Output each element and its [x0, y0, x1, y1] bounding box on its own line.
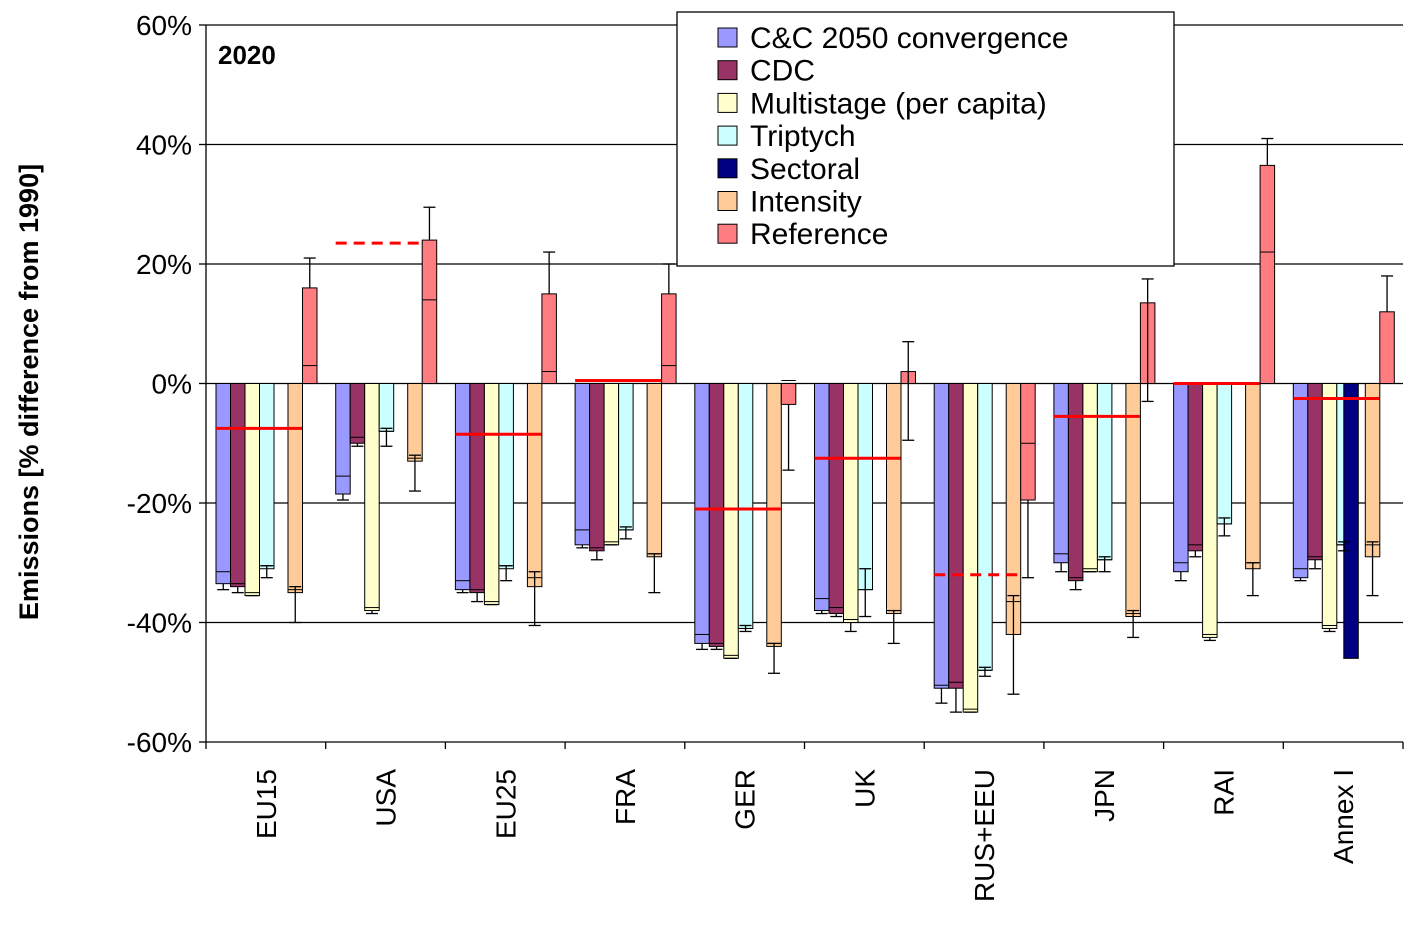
bar	[814, 383, 830, 612]
bar	[1259, 164, 1276, 384]
legend-swatch	[717, 60, 738, 81]
x-tick-label: EU15	[251, 769, 282, 839]
legend-swatch	[717, 223, 738, 244]
bar	[1125, 383, 1141, 618]
bar	[723, 383, 739, 659]
bar	[364, 383, 380, 612]
y-tick-label: -40%	[127, 608, 192, 639]
legend-label: Triptych	[750, 120, 856, 153]
bar	[780, 383, 797, 405]
bar	[1082, 383, 1098, 573]
bar	[287, 383, 303, 594]
bar	[244, 383, 260, 597]
legend-label: C&C 2050 convergence	[750, 22, 1069, 55]
x-tick-label: RUS+EEU	[969, 769, 1000, 902]
legend-swatch	[717, 158, 738, 179]
bar	[737, 383, 754, 629]
axes: -60% -40% -20% 0% 20% 40% 60% EU15 USA EU25 FRA GER…	[127, 10, 1404, 902]
bar	[230, 383, 246, 588]
legend-swatch	[717, 92, 738, 113]
bar	[526, 383, 543, 588]
bar	[708, 383, 725, 647]
bar	[1067, 383, 1084, 582]
bar	[1053, 383, 1069, 564]
bar	[498, 383, 514, 570]
y-tick-label: -60%	[127, 727, 192, 758]
bar	[646, 383, 663, 558]
bar	[843, 383, 859, 623]
bar	[1379, 311, 1395, 384]
bar	[1343, 383, 1359, 659]
bar	[977, 383, 993, 671]
bar	[1292, 383, 1309, 579]
x-tick-label: USA	[371, 769, 402, 827]
legend-label: Sectoral	[750, 153, 860, 186]
bar	[694, 383, 710, 644]
legend-label: Intensity	[750, 186, 862, 219]
bar	[378, 383, 395, 432]
y-tick-label: 20%	[136, 249, 192, 280]
x-tick-label: FRA	[610, 769, 641, 825]
bar	[541, 293, 557, 384]
legend-label: CDC	[750, 55, 815, 88]
bar	[886, 383, 902, 615]
bar	[1307, 383, 1323, 561]
bar	[335, 383, 351, 495]
bar	[574, 383, 591, 546]
legend-label: Multistage (per capita)	[750, 87, 1047, 120]
x-tick-label: GER	[730, 769, 761, 830]
panel-label: 2020	[218, 40, 276, 70]
bar	[259, 383, 275, 570]
bar	[933, 383, 950, 689]
x-tick-label: JPN	[1089, 769, 1120, 822]
bar	[454, 383, 471, 591]
legend-swatch	[717, 191, 738, 211]
bar	[1364, 383, 1381, 558]
bar	[1020, 383, 1036, 501]
x-tick-label: EU25	[490, 769, 521, 839]
bar	[1216, 383, 1233, 525]
bar	[1321, 383, 1338, 629]
bar	[618, 383, 634, 531]
bar	[589, 383, 605, 552]
bar	[1187, 383, 1204, 552]
legend-swatch	[717, 125, 738, 146]
bar	[603, 383, 620, 546]
bar	[1173, 383, 1189, 573]
target-lines	[216, 241, 1380, 577]
y-tick-label: 60%	[136, 10, 192, 41]
y-tick-label: 0%	[152, 369, 192, 400]
bar	[407, 383, 423, 462]
legend-swatch	[717, 27, 738, 48]
bar	[302, 287, 318, 384]
error-bars	[217, 137, 1394, 713]
legend-label: Reference	[750, 218, 888, 251]
bar	[661, 293, 677, 384]
bar	[1096, 383, 1113, 561]
x-tick-label: RAI	[1208, 769, 1239, 816]
legend-box	[676, 11, 1175, 267]
bar	[766, 383, 782, 647]
x-tick-label: Annex I	[1328, 769, 1359, 864]
bar	[421, 239, 438, 384]
bar	[483, 383, 500, 606]
y-tick-label: 40%	[136, 130, 192, 161]
bar	[1202, 383, 1218, 638]
bar	[962, 383, 979, 713]
bar	[857, 383, 873, 591]
bar	[948, 383, 964, 689]
bar	[1245, 383, 1261, 570]
bar	[349, 383, 366, 444]
y-axis-label: Emissions [% difference from 1990]	[14, 164, 44, 620]
x-tick-label: UK	[849, 769, 880, 808]
bar	[469, 383, 485, 594]
y-tick-label: -20%	[127, 488, 192, 519]
bar	[828, 383, 844, 615]
bar	[215, 383, 231, 585]
